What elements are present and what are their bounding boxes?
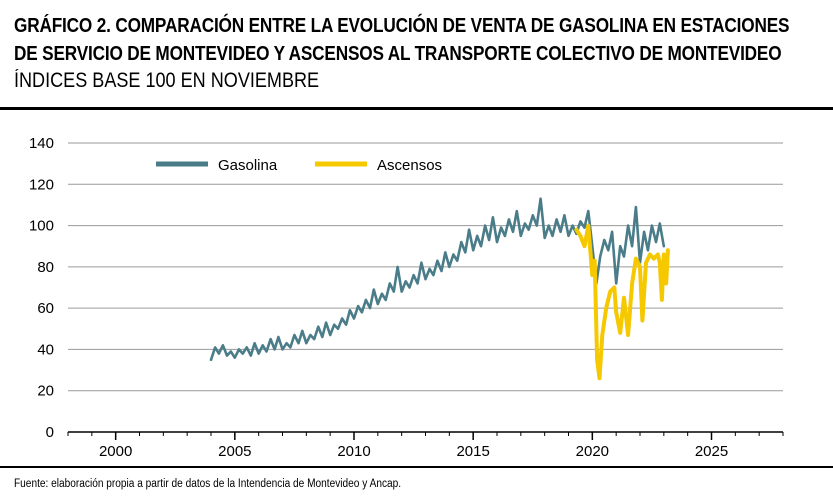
y-tick-label: 60 [37,300,54,317]
legend-label-gasolina: Gasolina [218,157,278,174]
series-line-ascensos [574,223,670,381]
chart-title-line-2: DE SERVICIO DE MONTEVIDEO Y ASCENSOS AL … [14,43,782,65]
x-tick-label: 2025 [695,443,728,460]
legend-label-ascensos: Ascensos [377,157,442,174]
title-block: GRÁFICO 2. COMPARACIÓN ENTRE LA EVOLUCIÓ… [14,12,829,94]
x-tick-label: 2000 [99,443,132,460]
y-tick-label: 80 [37,259,54,276]
y-tick-label: 120 [29,176,54,193]
x-tick-label: 2020 [576,443,609,460]
x-tick-label: 2010 [337,443,370,460]
y-tick-label: 0 [46,424,54,441]
chart-title-line-1: GRÁFICO 2. COMPARACIÓN ENTRE LA EVOLUCIÓ… [14,15,790,37]
y-tick-label: 140 [29,135,54,152]
x-tick-label: 2015 [456,443,489,460]
top-rule [0,107,833,110]
y-tick-label: 40 [37,341,54,358]
source-note: Fuente: elaboración propia a partir de d… [14,478,402,490]
line-chart: 0 20 40 60 80 100 120 140 2000 2005 2010 2015 2020 20… [29,135,784,460]
y-tick-label: 20 [37,383,54,400]
x-tick-label: 2005 [218,443,251,460]
y-tick-label: 100 [29,218,54,235]
chart-subtitle: ÍNDICES BASE 100 EN NOVIEMBRE [14,69,320,92]
bottom-rule [0,466,833,468]
series-line-gasolina [209,197,666,362]
